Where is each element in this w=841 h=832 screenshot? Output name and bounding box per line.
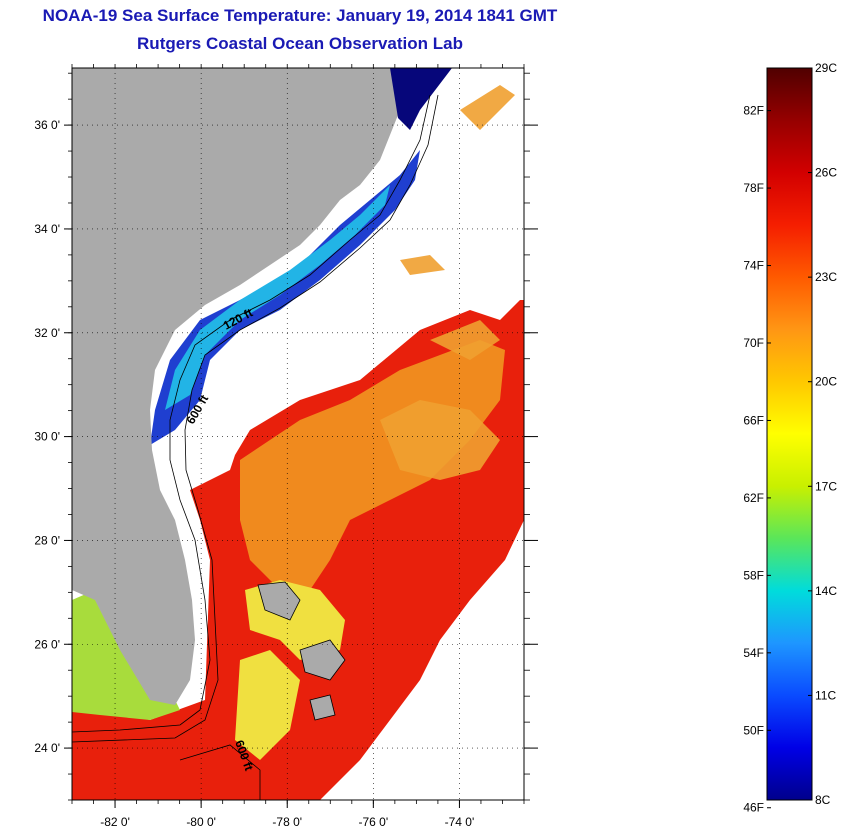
lon-tick-label: -76 0': [359, 815, 389, 829]
warm-eddy-orange: [240, 340, 505, 590]
land-us-southeast: [72, 68, 400, 705]
colorbar-ticks: 29C 26C 23C 20C 17C 14C 11C 8C 82F 78F 74F 70F 66F 62…: [743, 61, 837, 815]
colorbar-label-c: 26C: [815, 166, 837, 180]
colorbar-label-f: 46F: [743, 801, 764, 815]
map-title: NOAA-19 Sea Surface Temperature: January…: [42, 6, 558, 25]
colorbar-label-f: 78F: [743, 181, 764, 195]
lon-tick-label: -80 0': [186, 815, 216, 829]
colorbar-label-c: 17C: [815, 479, 837, 493]
colorbar-label-c: 20C: [815, 375, 837, 389]
hatteras-cold-water: [390, 68, 452, 130]
colorbar-label-f: 50F: [743, 723, 764, 737]
bahamas-islands: [257, 581, 346, 721]
colorbar-label-c: 8C: [815, 793, 831, 807]
lon-tick-label: -74 0': [445, 815, 475, 829]
lat-tick-label: 28 0': [34, 533, 60, 547]
colorbar-label-f: 54F: [743, 646, 764, 660]
colorbar-label-c: 23C: [815, 270, 837, 284]
contour-120ft: [72, 94, 431, 733]
map-layers: [72, 68, 524, 800]
scattered-orange-patches: [380, 85, 515, 480]
lat-tick-label: 24 0': [34, 741, 60, 755]
colorbar-label-f: 82F: [743, 104, 764, 118]
colorbar-label-f: 58F: [743, 568, 764, 582]
colorbar-label-f: 74F: [743, 259, 764, 273]
contour-600ft: [72, 94, 439, 743]
colorbar-label-c: 11C: [815, 688, 836, 702]
graticule: [72, 68, 524, 800]
lat-tick-label: 36 0': [34, 118, 60, 132]
map-subtitle: Rutgers Coastal Ocean Observation Lab: [137, 34, 463, 53]
colorbar-label-f: 70F: [743, 336, 764, 350]
lon-tick-label: -78 0': [272, 815, 302, 829]
map-frame: [71, 67, 525, 801]
colorbar-label-c: 14C: [815, 584, 837, 598]
colorbar: 29C 26C 23C 20C 17C 14C 11C 8C 82F 78F 74F 70F 66F 62…: [743, 61, 837, 815]
colorbar-label-f: 66F: [743, 413, 764, 427]
lat-tick-label: 30 0': [34, 430, 60, 444]
colorbar-label-c: 29C: [815, 61, 837, 75]
lat-tick-label: 32 0': [34, 326, 60, 340]
cool-inner-shelf: [165, 185, 390, 410]
lon-tick-label: -82 0': [100, 815, 130, 829]
lat-tick-label: 34 0': [34, 222, 60, 236]
contour-600ft-south: [179, 744, 261, 800]
bahamas-bank-sst: [235, 580, 345, 760]
lat-tick-label: 26 0': [34, 637, 60, 651]
axis-ticks: -82 0' -80 0' -78 0' -76 0' -74 0' 24 0' 26 0'…: [34, 64, 538, 829]
colorbar-label-f: 62F: [743, 491, 764, 505]
colorbar-ramp: [766, 67, 813, 801]
